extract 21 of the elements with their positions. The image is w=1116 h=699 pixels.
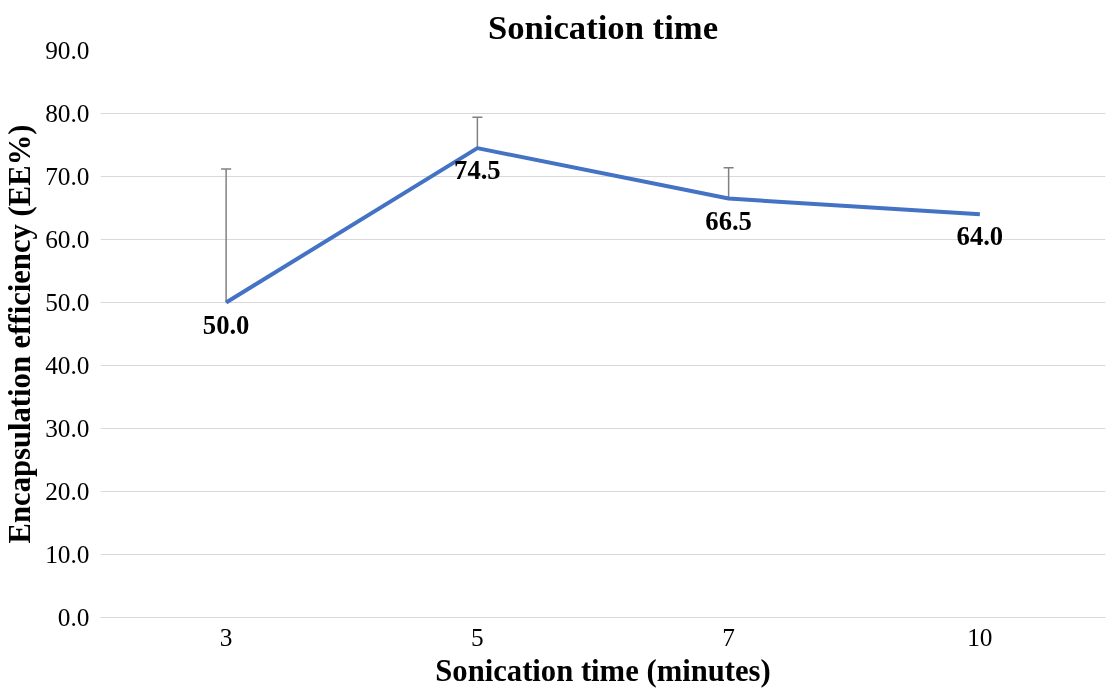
y-tick-label: 0.0 bbox=[57, 603, 90, 631]
x-tick-label: 5 bbox=[471, 622, 484, 651]
y-tick-label: 50.0 bbox=[45, 288, 90, 316]
y-tick-label: 80.0 bbox=[45, 99, 90, 127]
x-tick-label: 10 bbox=[967, 622, 993, 651]
y-axis-title: Encapsulation efficiency (EE%) bbox=[3, 124, 38, 544]
x-tick-label: 7 bbox=[722, 622, 735, 651]
y-tick-label: 70.0 bbox=[45, 162, 90, 190]
data-label: 50.0 bbox=[202, 309, 250, 340]
x-tick-label: 3 bbox=[219, 622, 233, 651]
data-label: 74.5 bbox=[454, 155, 501, 186]
y-tick-label: 20.0 bbox=[45, 477, 90, 505]
y-tick-label: 30.0 bbox=[45, 414, 90, 442]
data-label: 64.0 bbox=[956, 221, 1004, 252]
y-tick-label: 40.0 bbox=[45, 351, 90, 379]
chart-title: Sonication time bbox=[487, 7, 719, 46]
data-label: 66.5 bbox=[705, 205, 752, 236]
y-tick-label: 10.0 bbox=[45, 540, 90, 568]
y-tick-label: 90.0 bbox=[45, 36, 90, 64]
x-axis-title: Sonication time (minutes) bbox=[435, 653, 771, 688]
y-tick-label: 60.0 bbox=[45, 225, 90, 253]
